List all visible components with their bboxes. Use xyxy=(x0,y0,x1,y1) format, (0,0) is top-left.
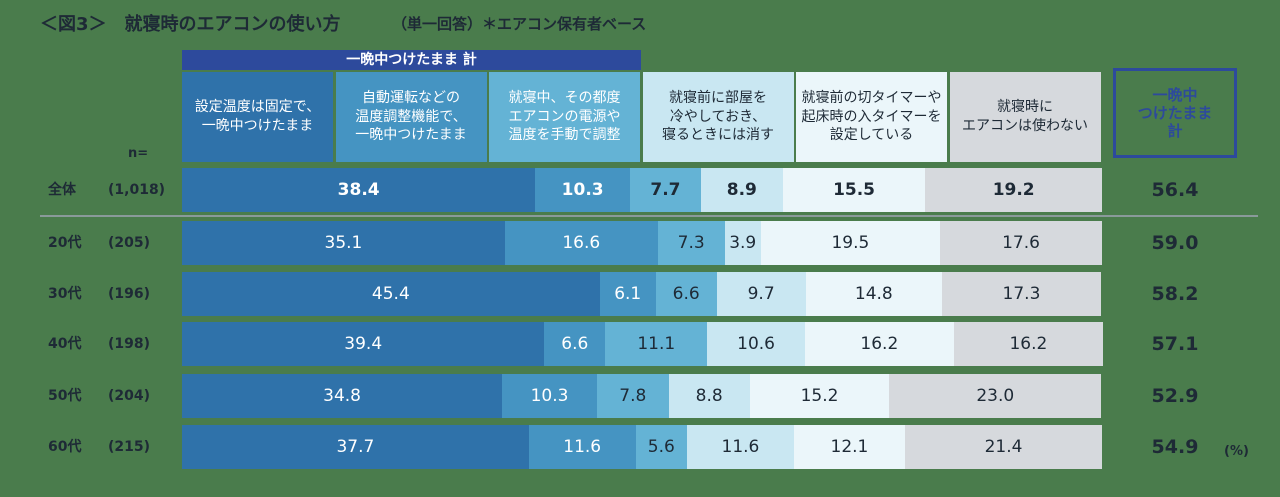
bar-segment: 11.6 xyxy=(687,425,794,469)
column-header: 就寝前の切タイマーや 起床時の入タイマーを 設定している xyxy=(796,72,947,162)
bar-segment: 21.4 xyxy=(905,425,1102,469)
bar-segment: 23.0 xyxy=(889,374,1102,418)
bar-segment: 19.2 xyxy=(925,168,1102,212)
bar-segment: 10.3 xyxy=(502,374,597,418)
column-header: 就寝時に エアコンは使わない xyxy=(949,72,1101,162)
bar-segment: 7.7 xyxy=(630,168,701,212)
bar-segment: 38.4 xyxy=(182,168,536,212)
bar-segment: 14.8 xyxy=(805,272,942,316)
column-header: 就寝前に部屋を 冷やしておき、 寝るときには消す xyxy=(642,72,794,162)
column-header: 設定温度は固定で、 一晩中つけたまま xyxy=(182,72,333,162)
total-value: 58.2 xyxy=(1151,283,1199,305)
bar-segment: 8.8 xyxy=(668,374,750,418)
bar-segment: 16.2 xyxy=(953,322,1103,366)
bar-segment: 16.6 xyxy=(504,221,658,265)
category-label: 20代 xyxy=(48,235,82,251)
group-header: 一晩中つけたまま 計 xyxy=(182,50,641,70)
bar-segment: 7.3 xyxy=(657,221,725,265)
bar-segment: 5.6 xyxy=(635,425,688,469)
column-header: 自動運転などの 温度調整機能で、 一晩中つけたまま xyxy=(335,72,487,162)
total-value: 54.9 xyxy=(1151,436,1199,458)
category-label: 50代 xyxy=(48,388,82,404)
bar-segment: 17.6 xyxy=(940,221,1102,265)
total-value: 57.1 xyxy=(1151,333,1199,355)
total-value: 52.9 xyxy=(1151,385,1199,407)
separator xyxy=(40,215,1258,217)
n-value: (215) xyxy=(108,439,151,455)
chart-title: ＜図3＞ 就寝時のエアコンの使い方 xyxy=(40,14,341,35)
bar-segment: 6.1 xyxy=(599,272,656,316)
chart-subtitle: （単一回答）＊エアコン保有者ベース xyxy=(392,15,647,33)
bar-segment: 6.6 xyxy=(655,272,717,316)
totals-header: 一晩中 つけたまま 計 xyxy=(1113,68,1237,158)
n-value: (1,018) xyxy=(108,182,166,198)
bar-segment: 15.2 xyxy=(749,374,890,418)
n-value: (205) xyxy=(108,235,151,251)
n-value: (204) xyxy=(108,388,151,404)
bar-segment: 19.5 xyxy=(760,221,941,265)
bar-segment: 9.7 xyxy=(716,272,806,316)
bar-segment: 12.1 xyxy=(793,425,906,469)
total-value: 59.0 xyxy=(1151,232,1199,254)
category-label: 30代 xyxy=(48,286,82,302)
bar-segment: 15.5 xyxy=(782,168,926,212)
bar-segment: 3.9 xyxy=(724,221,761,265)
bar-segment: 10.6 xyxy=(707,322,805,366)
bar-segment: 45.4 xyxy=(182,272,600,316)
bar-segment: 16.2 xyxy=(804,322,954,366)
bar-segment: 7.8 xyxy=(596,374,669,418)
n-value: (198) xyxy=(108,336,151,352)
bar-segment: 6.6 xyxy=(544,322,606,366)
bar-segment: 11.1 xyxy=(605,322,708,366)
unit-label: (%) xyxy=(1224,444,1249,459)
n-label: n= xyxy=(128,146,149,161)
bar-segment: 39.4 xyxy=(182,322,545,366)
category-label: 全体 xyxy=(48,182,76,198)
category-label: 60代 xyxy=(48,439,82,455)
bar-segment: 10.3 xyxy=(535,168,631,212)
bar-segment: 8.9 xyxy=(700,168,783,212)
bar-segment: 17.3 xyxy=(941,272,1102,316)
category-label: 40代 xyxy=(48,336,82,352)
column-header: 就寝中、その都度 エアコンの電源や 温度を手動で調整 xyxy=(489,72,640,162)
bar-segment: 11.6 xyxy=(528,425,636,469)
total-value: 56.4 xyxy=(1151,179,1199,201)
bar-segment: 34.8 xyxy=(182,374,503,418)
n-value: (196) xyxy=(108,286,151,302)
bar-segment: 37.7 xyxy=(182,425,529,469)
bar-segment: 35.1 xyxy=(182,221,505,265)
